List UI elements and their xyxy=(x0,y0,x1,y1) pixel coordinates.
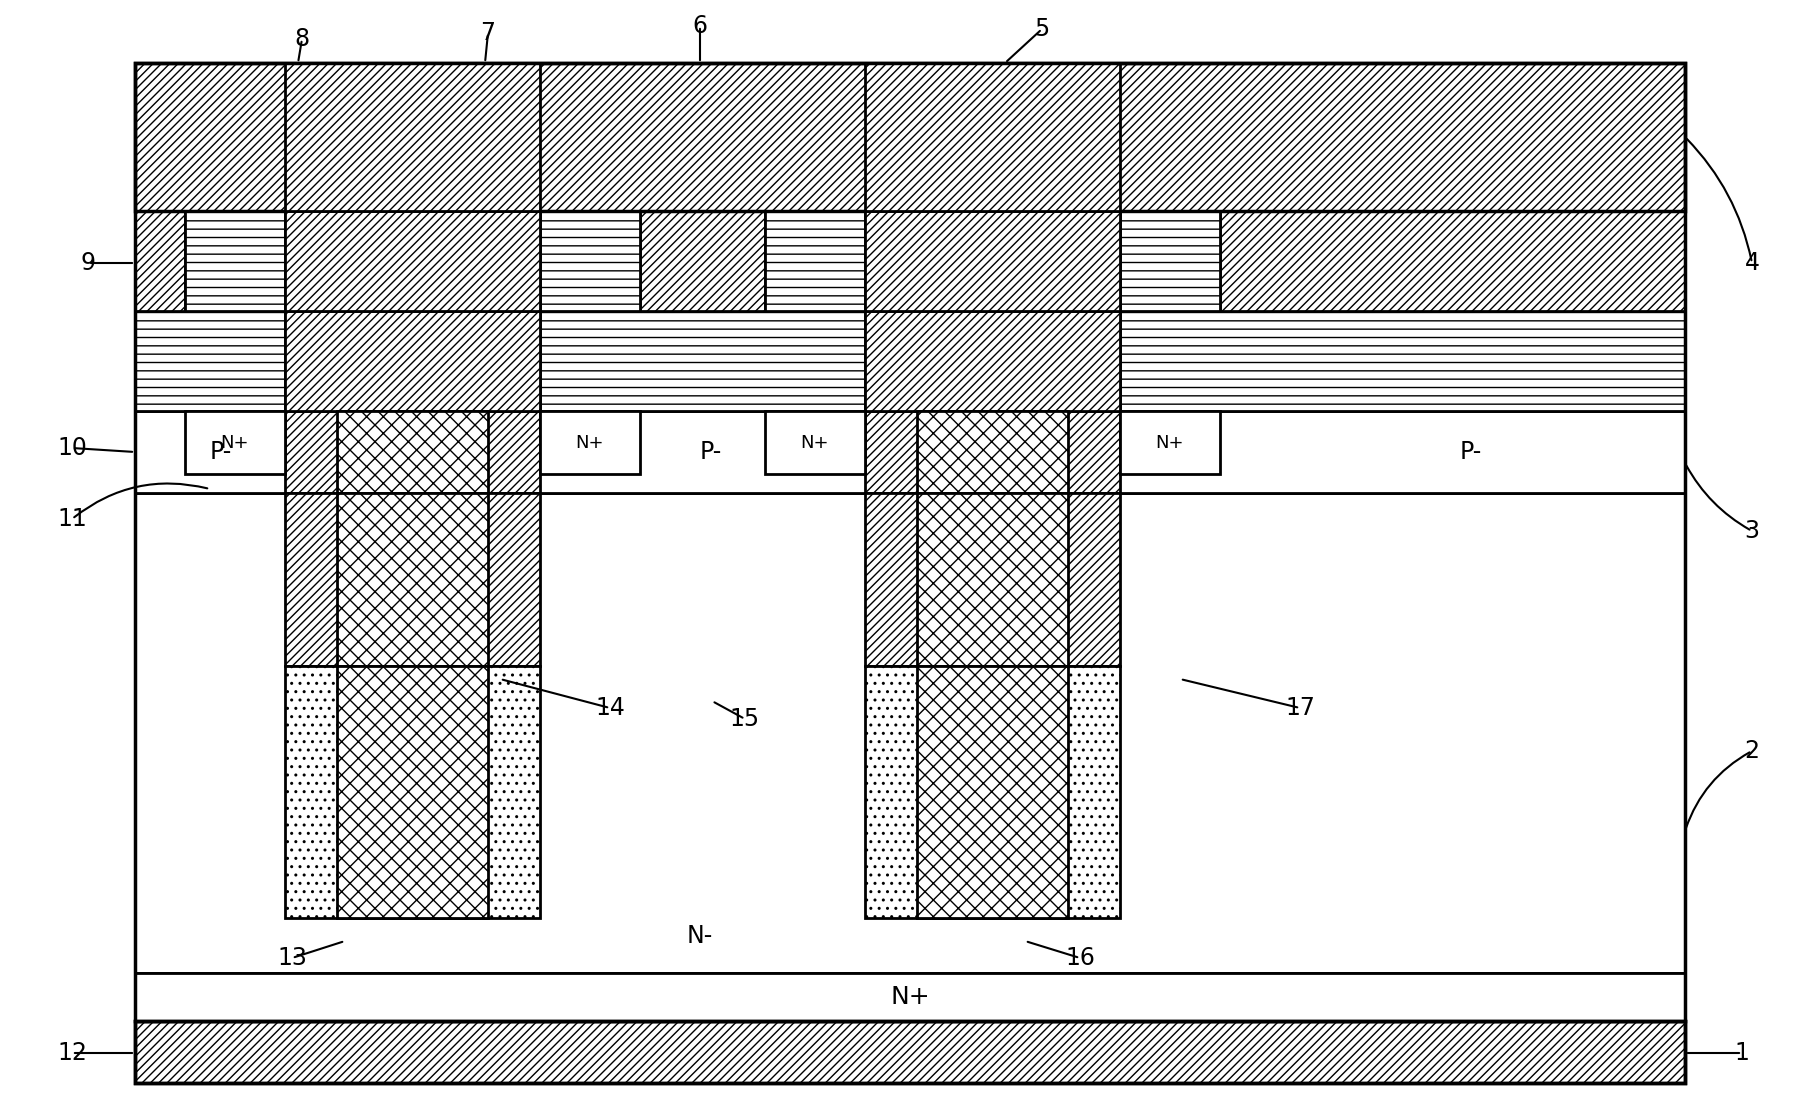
Bar xyxy=(285,411,541,493)
Bar xyxy=(865,311,1119,411)
Text: N+: N+ xyxy=(575,433,604,451)
Bar xyxy=(337,665,488,918)
Text: 4: 4 xyxy=(1743,251,1758,276)
Bar xyxy=(1119,411,1219,474)
Text: 10: 10 xyxy=(56,436,87,460)
Bar xyxy=(185,411,285,474)
Bar xyxy=(185,211,285,311)
Bar xyxy=(1119,311,1683,411)
Text: 15: 15 xyxy=(729,707,760,731)
Bar xyxy=(134,973,1683,1021)
Bar xyxy=(541,311,865,411)
Text: P-: P- xyxy=(700,440,722,464)
Text: 14: 14 xyxy=(595,695,624,720)
Text: 7: 7 xyxy=(481,21,495,46)
Text: 11: 11 xyxy=(56,507,87,531)
Bar xyxy=(134,1021,1683,1083)
Text: 12: 12 xyxy=(56,1041,87,1065)
Bar xyxy=(865,411,1119,493)
Bar xyxy=(285,665,541,918)
Text: P-: P- xyxy=(210,440,232,464)
Text: 5: 5 xyxy=(1034,17,1048,41)
Bar xyxy=(865,63,1119,211)
Text: 9: 9 xyxy=(80,251,96,276)
Bar xyxy=(285,63,541,211)
Bar xyxy=(285,493,541,665)
Bar xyxy=(134,211,185,311)
Text: 16: 16 xyxy=(1065,945,1094,970)
Bar xyxy=(134,311,285,411)
Bar xyxy=(640,211,764,311)
Text: 2: 2 xyxy=(1743,739,1758,763)
Bar xyxy=(134,1021,1683,1083)
Text: 13: 13 xyxy=(278,945,307,970)
Bar xyxy=(764,211,865,311)
Text: N+: N+ xyxy=(889,985,929,1009)
Bar xyxy=(337,411,488,493)
Bar xyxy=(1219,211,1683,311)
Bar xyxy=(764,411,865,474)
Text: 3: 3 xyxy=(1743,519,1758,543)
Bar xyxy=(285,311,541,411)
Text: N-: N- xyxy=(686,924,713,948)
Text: 6: 6 xyxy=(693,14,707,38)
Bar xyxy=(916,665,1067,918)
Text: P-: P- xyxy=(1458,440,1482,464)
Text: N+: N+ xyxy=(1156,433,1183,451)
Text: N+: N+ xyxy=(221,433,249,451)
Bar xyxy=(285,211,541,311)
Bar xyxy=(865,493,1119,665)
Bar xyxy=(134,411,1683,493)
Bar xyxy=(1119,211,1219,311)
Text: 1: 1 xyxy=(1734,1041,1749,1065)
Text: 8: 8 xyxy=(294,27,310,51)
Bar xyxy=(865,211,1119,311)
Bar xyxy=(541,211,640,311)
Bar xyxy=(134,493,1683,973)
Bar xyxy=(916,411,1067,493)
Bar xyxy=(916,493,1067,665)
Bar xyxy=(541,411,640,474)
Bar xyxy=(134,63,1683,1021)
Text: 17: 17 xyxy=(1284,695,1313,720)
Bar xyxy=(337,493,488,665)
Bar xyxy=(865,665,1119,918)
Text: N+: N+ xyxy=(800,433,829,451)
Bar xyxy=(134,63,1683,211)
